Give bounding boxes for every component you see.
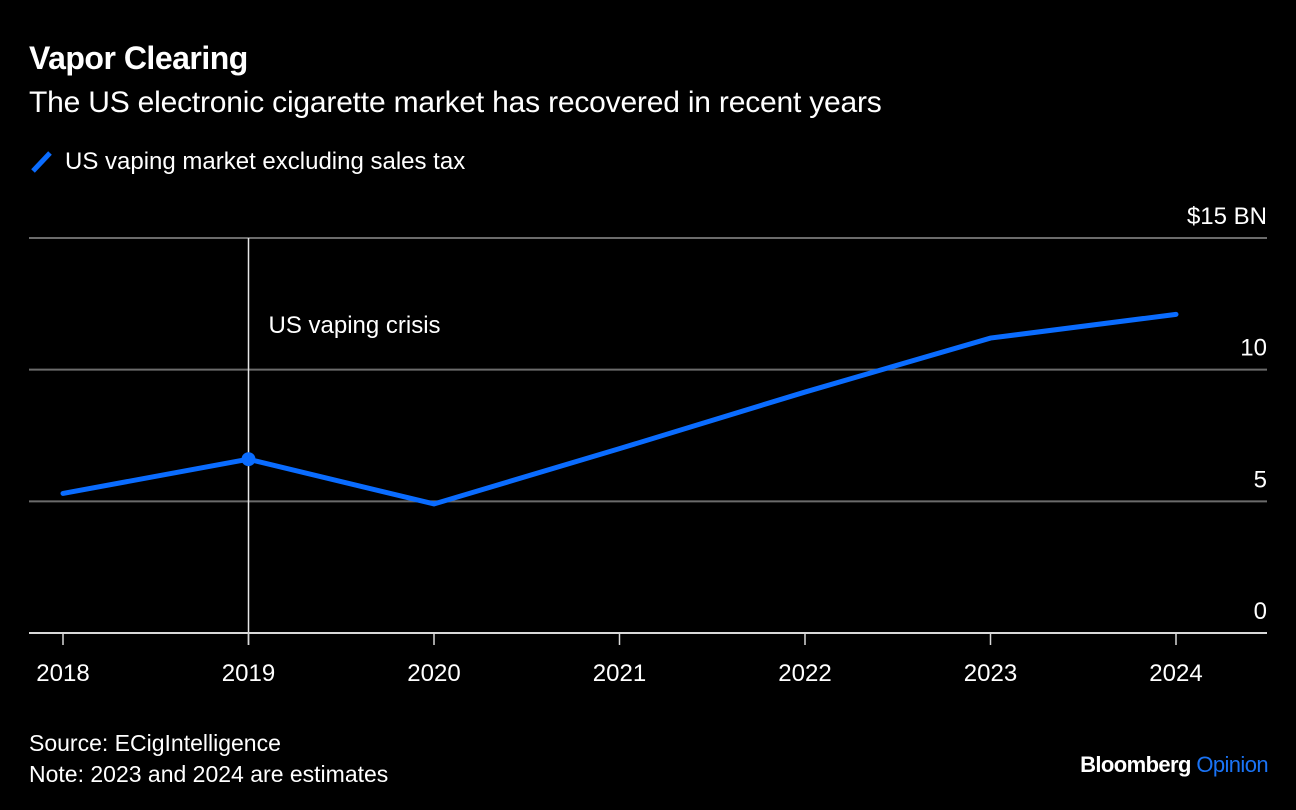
legend-label: US vaping market excluding sales tax — [65, 148, 466, 175]
x-tick-label: 2024 — [1149, 660, 1202, 687]
legend-line-icon — [31, 151, 52, 173]
y-tick-label: $15 BN — [1187, 203, 1267, 230]
x-tick-label: 2021 — [593, 660, 646, 687]
footer: Source: ECigIntelligence Note: 2023 and … — [29, 728, 388, 790]
chart-subtitle: The US electronic cigarette market has r… — [29, 86, 882, 119]
annotation-label: US vaping crisis — [269, 312, 441, 339]
legend: US vaping market excluding sales tax — [29, 148, 465, 176]
series-line — [60, 311, 1179, 507]
y-tick-label: 10 — [1240, 335, 1267, 362]
x-tick-label: 2020 — [407, 660, 460, 687]
x-tick-label: 2018 — [36, 660, 89, 687]
x-tick-label: 2019 — [222, 660, 275, 687]
brand-name: Bloomberg — [1080, 752, 1191, 777]
x-tick-label: 2022 — [778, 660, 831, 687]
y-tick-label: 0 — [1254, 598, 1267, 625]
x-tick-label: 2023 — [964, 660, 1017, 687]
source-note: Source: ECigIntelligence — [29, 730, 281, 756]
chart-title: Vapor Clearing — [29, 40, 248, 76]
estimate-note: Note: 2023 and 2024 are estimates — [29, 761, 389, 787]
annotation-marker — [241, 452, 256, 467]
y-tick-label: 5 — [1254, 466, 1267, 493]
brand-logo: Bloomberg Opinion — [1080, 752, 1268, 778]
brand-section: Opinion — [1196, 752, 1268, 777]
